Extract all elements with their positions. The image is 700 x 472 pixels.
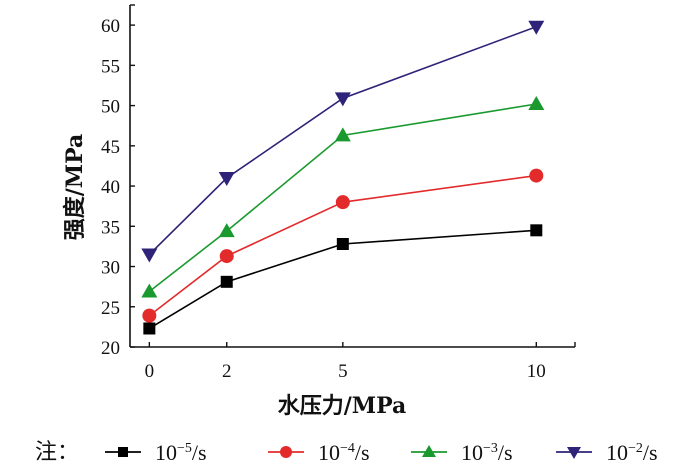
data-point xyxy=(141,248,158,263)
legend-label: 10−3/s xyxy=(461,440,513,465)
y-tick-label: 50 xyxy=(101,97,120,118)
data-point xyxy=(141,283,158,298)
legend-item: 10−5/s xyxy=(105,440,207,465)
legend-prefix: 注： xyxy=(35,439,79,464)
y-tick-label: 20 xyxy=(101,338,120,359)
legend: 注： 10−5/s 10−4/s 10−3/s 10−2/s xyxy=(35,439,658,465)
data-point xyxy=(528,95,545,110)
x-tick-label: 0 xyxy=(145,361,155,382)
legend-label: 10−5/s xyxy=(155,440,207,465)
series-line xyxy=(148,25,537,256)
x-tick-label: 10 xyxy=(527,361,546,382)
series-lines xyxy=(148,25,537,330)
y-tick-label: 45 xyxy=(101,137,120,158)
legend-label: 10−4/s xyxy=(318,440,370,465)
data-point xyxy=(334,127,351,142)
data-point xyxy=(336,237,349,250)
data-point xyxy=(218,223,235,238)
series-markers xyxy=(141,20,545,335)
data-point xyxy=(528,20,545,35)
y-tick-label: 60 xyxy=(101,16,120,37)
legend-marker xyxy=(118,447,128,457)
data-point xyxy=(142,308,157,323)
legend-marker xyxy=(280,446,292,458)
data-point xyxy=(530,224,543,237)
data-point xyxy=(220,275,233,288)
y-tick-label: 40 xyxy=(101,177,120,198)
series-line xyxy=(148,103,537,293)
legend-marker xyxy=(422,445,436,457)
data-point xyxy=(143,322,156,335)
data-point xyxy=(334,92,351,107)
y-tick-label: 30 xyxy=(101,258,120,279)
data-point xyxy=(529,168,544,183)
legend-marker xyxy=(567,447,581,459)
legend-label: 10−2/s xyxy=(606,440,658,465)
data-point xyxy=(218,172,235,187)
legend-item: 10−4/s xyxy=(268,440,370,465)
x-tick-label: 5 xyxy=(338,361,348,382)
y-tick-label: 25 xyxy=(101,298,120,319)
y-tick-label: 55 xyxy=(101,56,120,77)
y-axis-title: 强度/MPa xyxy=(62,134,88,241)
data-point xyxy=(219,249,234,264)
series-line xyxy=(148,229,537,330)
legend-item: 10−3/s xyxy=(411,440,513,465)
data-point xyxy=(335,195,350,210)
series-line xyxy=(148,174,537,317)
x-axis-title: 水压力/MPa xyxy=(278,393,407,419)
legend-item: 10−2/s xyxy=(556,440,658,465)
x-tick-label: 2 xyxy=(222,361,232,382)
y-tick-label: 35 xyxy=(101,217,120,238)
